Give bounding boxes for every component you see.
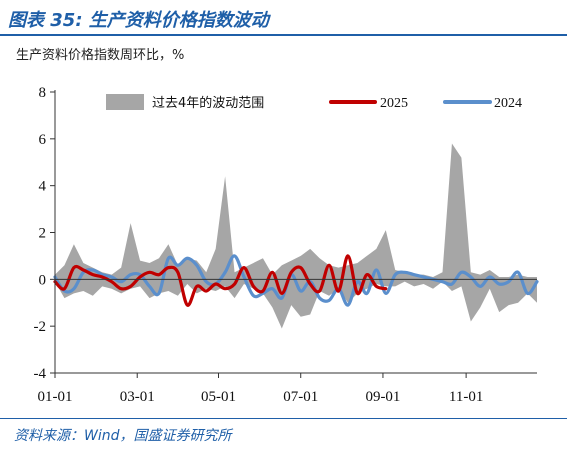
source-note: 资料来源：Wind，国盛证券研究所	[14, 428, 232, 444]
x-tick-label: 11-01	[449, 389, 483, 405]
legend: 过去4年的波动范围 2025 2024	[106, 94, 522, 111]
legend-2024-label: 2024	[494, 96, 522, 111]
series-line-2024	[53, 254, 539, 307]
y-tick-label: -4	[34, 366, 47, 382]
y-tick-label: 8	[39, 85, 47, 101]
y-tick-label: -2	[34, 319, 47, 335]
band-area	[55, 143, 537, 329]
series-line-2025	[53, 254, 388, 307]
x-tick-label: 05-01	[201, 389, 236, 405]
band-layer	[55, 143, 537, 329]
x-tick-label: 01-01	[38, 389, 73, 405]
y-tick-label: 2	[39, 226, 47, 242]
legend-2025-label: 2025	[380, 96, 408, 111]
chart-subtitle: 生产资料价格指数周环比，%	[16, 48, 185, 63]
source-divider	[0, 418, 567, 419]
figure-title: 图表 35: 生产资料价格指数波动	[8, 10, 269, 31]
y-tick-label: 0	[39, 272, 47, 288]
title-divider	[0, 34, 567, 36]
x-tick-label: 03-01	[120, 389, 155, 405]
x-tick-label: 07-01	[283, 389, 318, 405]
legend-band-label: 过去4年的波动范围	[152, 95, 264, 111]
series-layer	[53, 254, 539, 307]
legend-band-swatch	[106, 94, 144, 110]
y-tick-label: 4	[39, 179, 47, 195]
y-tick-label: 6	[39, 132, 47, 148]
axes-layer: 8 6 4 2 0 -2 -4 01-01 03-01 05-01 07-01 09-01 11-01	[34, 85, 537, 405]
x-tick-label: 09-01	[365, 389, 400, 405]
